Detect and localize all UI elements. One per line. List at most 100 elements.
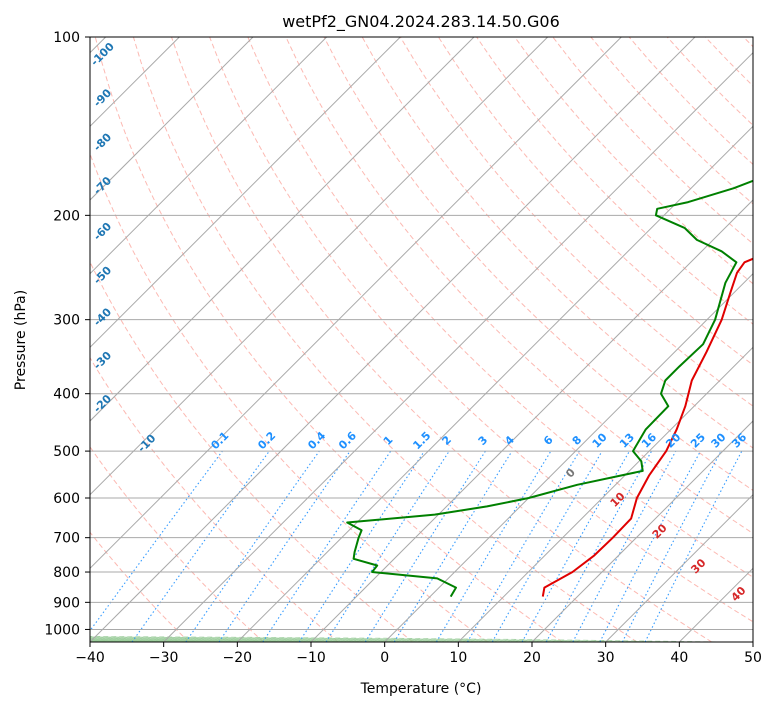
dry-adiabat-line [90,446,264,642]
skewed-isotherm-grid [90,37,753,642]
dry-adiabat-label: -70 [91,174,114,197]
dewpoint-profile-line [346,179,753,598]
mixing-ratio-label: 0.1 [208,429,231,452]
mixing-ratio-line [621,450,722,642]
mixing-ratio-label: 6 [541,433,556,448]
dry-adiabat-line [666,37,753,126]
plot-frame [89,36,754,643]
mixing-ratio-line [644,450,743,642]
isotherm-line [605,493,753,642]
dry-adiabat-label: -20 [91,392,114,415]
isotherm-line [236,125,753,642]
y-tick-label: 300 [53,313,80,329]
x-axis-ticks: −40 −30 −20 −10 0 10 20 30 40 50 [75,642,762,666]
mixing-ratio-label: 2 [439,433,454,448]
dry-adiabat-label: -80 [91,130,114,153]
dry-adiabat-line [361,37,753,449]
dry-adiabat-line [552,37,753,245]
moist-adiabat-line [90,638,533,642]
isotherm-line [384,272,753,642]
dry-adiabat-line [285,37,753,535]
y-tick-label: 800 [53,565,80,581]
dry-adiabat-line [132,37,638,642]
dry-adiabat-line [90,356,339,642]
isotherm-line [90,37,696,642]
temperature-profile-line [541,257,753,597]
chart-title: wetPf2_GN04.2024.283.14.50.G06 [282,12,560,32]
x-tick-label: −20 [223,650,253,666]
x-tick-label: 50 [744,650,762,666]
dry-adiabat-line [437,37,753,366]
mixing-ratio-line [131,450,270,642]
moist-adiabat-line [90,636,680,642]
dry-adiabat-line [90,152,488,642]
dry-adiabat-line [514,37,753,285]
dry-adiabat-line [743,37,753,48]
dry-adiabat-line [90,531,190,642]
mixing-ratio-label: 8 [570,433,585,448]
x-tick-label: −40 [75,650,105,666]
isotherm-line [90,37,622,570]
mixing-ratio-line [185,450,320,642]
isotherm-line [310,199,753,642]
isotherm-line [90,37,401,349]
background-lines [90,37,753,642]
mixing-ratio-label: 1 [381,433,396,448]
y-tick-label: 1000 [44,622,80,638]
isotherm-line [457,346,753,642]
mixing-ratio-line [298,450,425,642]
x-tick-label: −30 [149,650,179,666]
mixing-ratio-label: 0.2 [255,429,278,452]
dry-adiabat-label: -50 [91,264,114,287]
mixing-ratio-line [521,450,630,642]
x-tick-label: 40 [670,650,688,666]
x-tick-label: 30 [597,650,615,666]
moist-adiabat-line [90,639,348,642]
x-tick-label: 10 [449,650,467,666]
moist-adiabat-label: 10 [608,490,628,510]
isotherm-line [90,37,254,201]
dry-adiabat-label: -40 [91,305,114,328]
isotherm-line [752,641,753,642]
moist-adiabat-label: 20 [650,521,670,541]
dry-adiabat-line [247,37,753,578]
profiles [346,179,753,598]
mixing-ratio-line [218,450,351,642]
mixing-ratio-line [545,450,653,642]
dry-adiabat-line [209,37,753,623]
x-axis-label: Temperature (°C) [360,681,482,697]
y-tick-label: 100 [53,30,80,46]
y-tick-label: 900 [53,595,80,611]
dry-adiabat-label: -30 [91,349,114,372]
x-tick-label: 0 [380,650,389,666]
mixing-ratio-line [262,450,392,642]
isotherm-line [90,37,475,422]
y-axis-ticks: 100 200 300 400 500 600 700 800 900 1000 [44,30,90,638]
mixing-ratio-line [393,450,513,642]
x-tick-label: 20 [523,650,541,666]
moist-adiabat-label: 30 [688,556,708,576]
mixing-ratio-line [435,450,552,642]
isotherm-line [678,567,753,642]
isotherm-line [163,51,753,642]
y-tick-label: 200 [53,208,80,224]
y-axis-label: Pressure (hPa) [13,290,29,390]
line-labels: -100-90-80-70-60-50-40-30-20-10010203040… [88,40,749,604]
dry-adiabat-line [590,37,753,205]
mixing-ratio-label: 16 [639,430,659,450]
dry-adiabat-line [94,37,563,642]
y-tick-label: 600 [53,491,80,507]
x-tick-label: −10 [296,650,326,666]
mixing-ratio-line [599,450,701,642]
isotherm-line [90,37,549,496]
dry-adiabat-line [476,37,753,325]
moist-adiabat-label: 0 [563,466,578,481]
dry-adiabat-label: -60 [91,220,114,243]
isotherm-line [90,37,328,275]
mixing-ratio-line [467,450,580,642]
dry-adiabat-line [171,37,712,642]
moist-adiabat-line [90,639,422,642]
mixing-ratio-label: 0.4 [305,429,328,452]
dry-adiabat-line [704,37,753,87]
